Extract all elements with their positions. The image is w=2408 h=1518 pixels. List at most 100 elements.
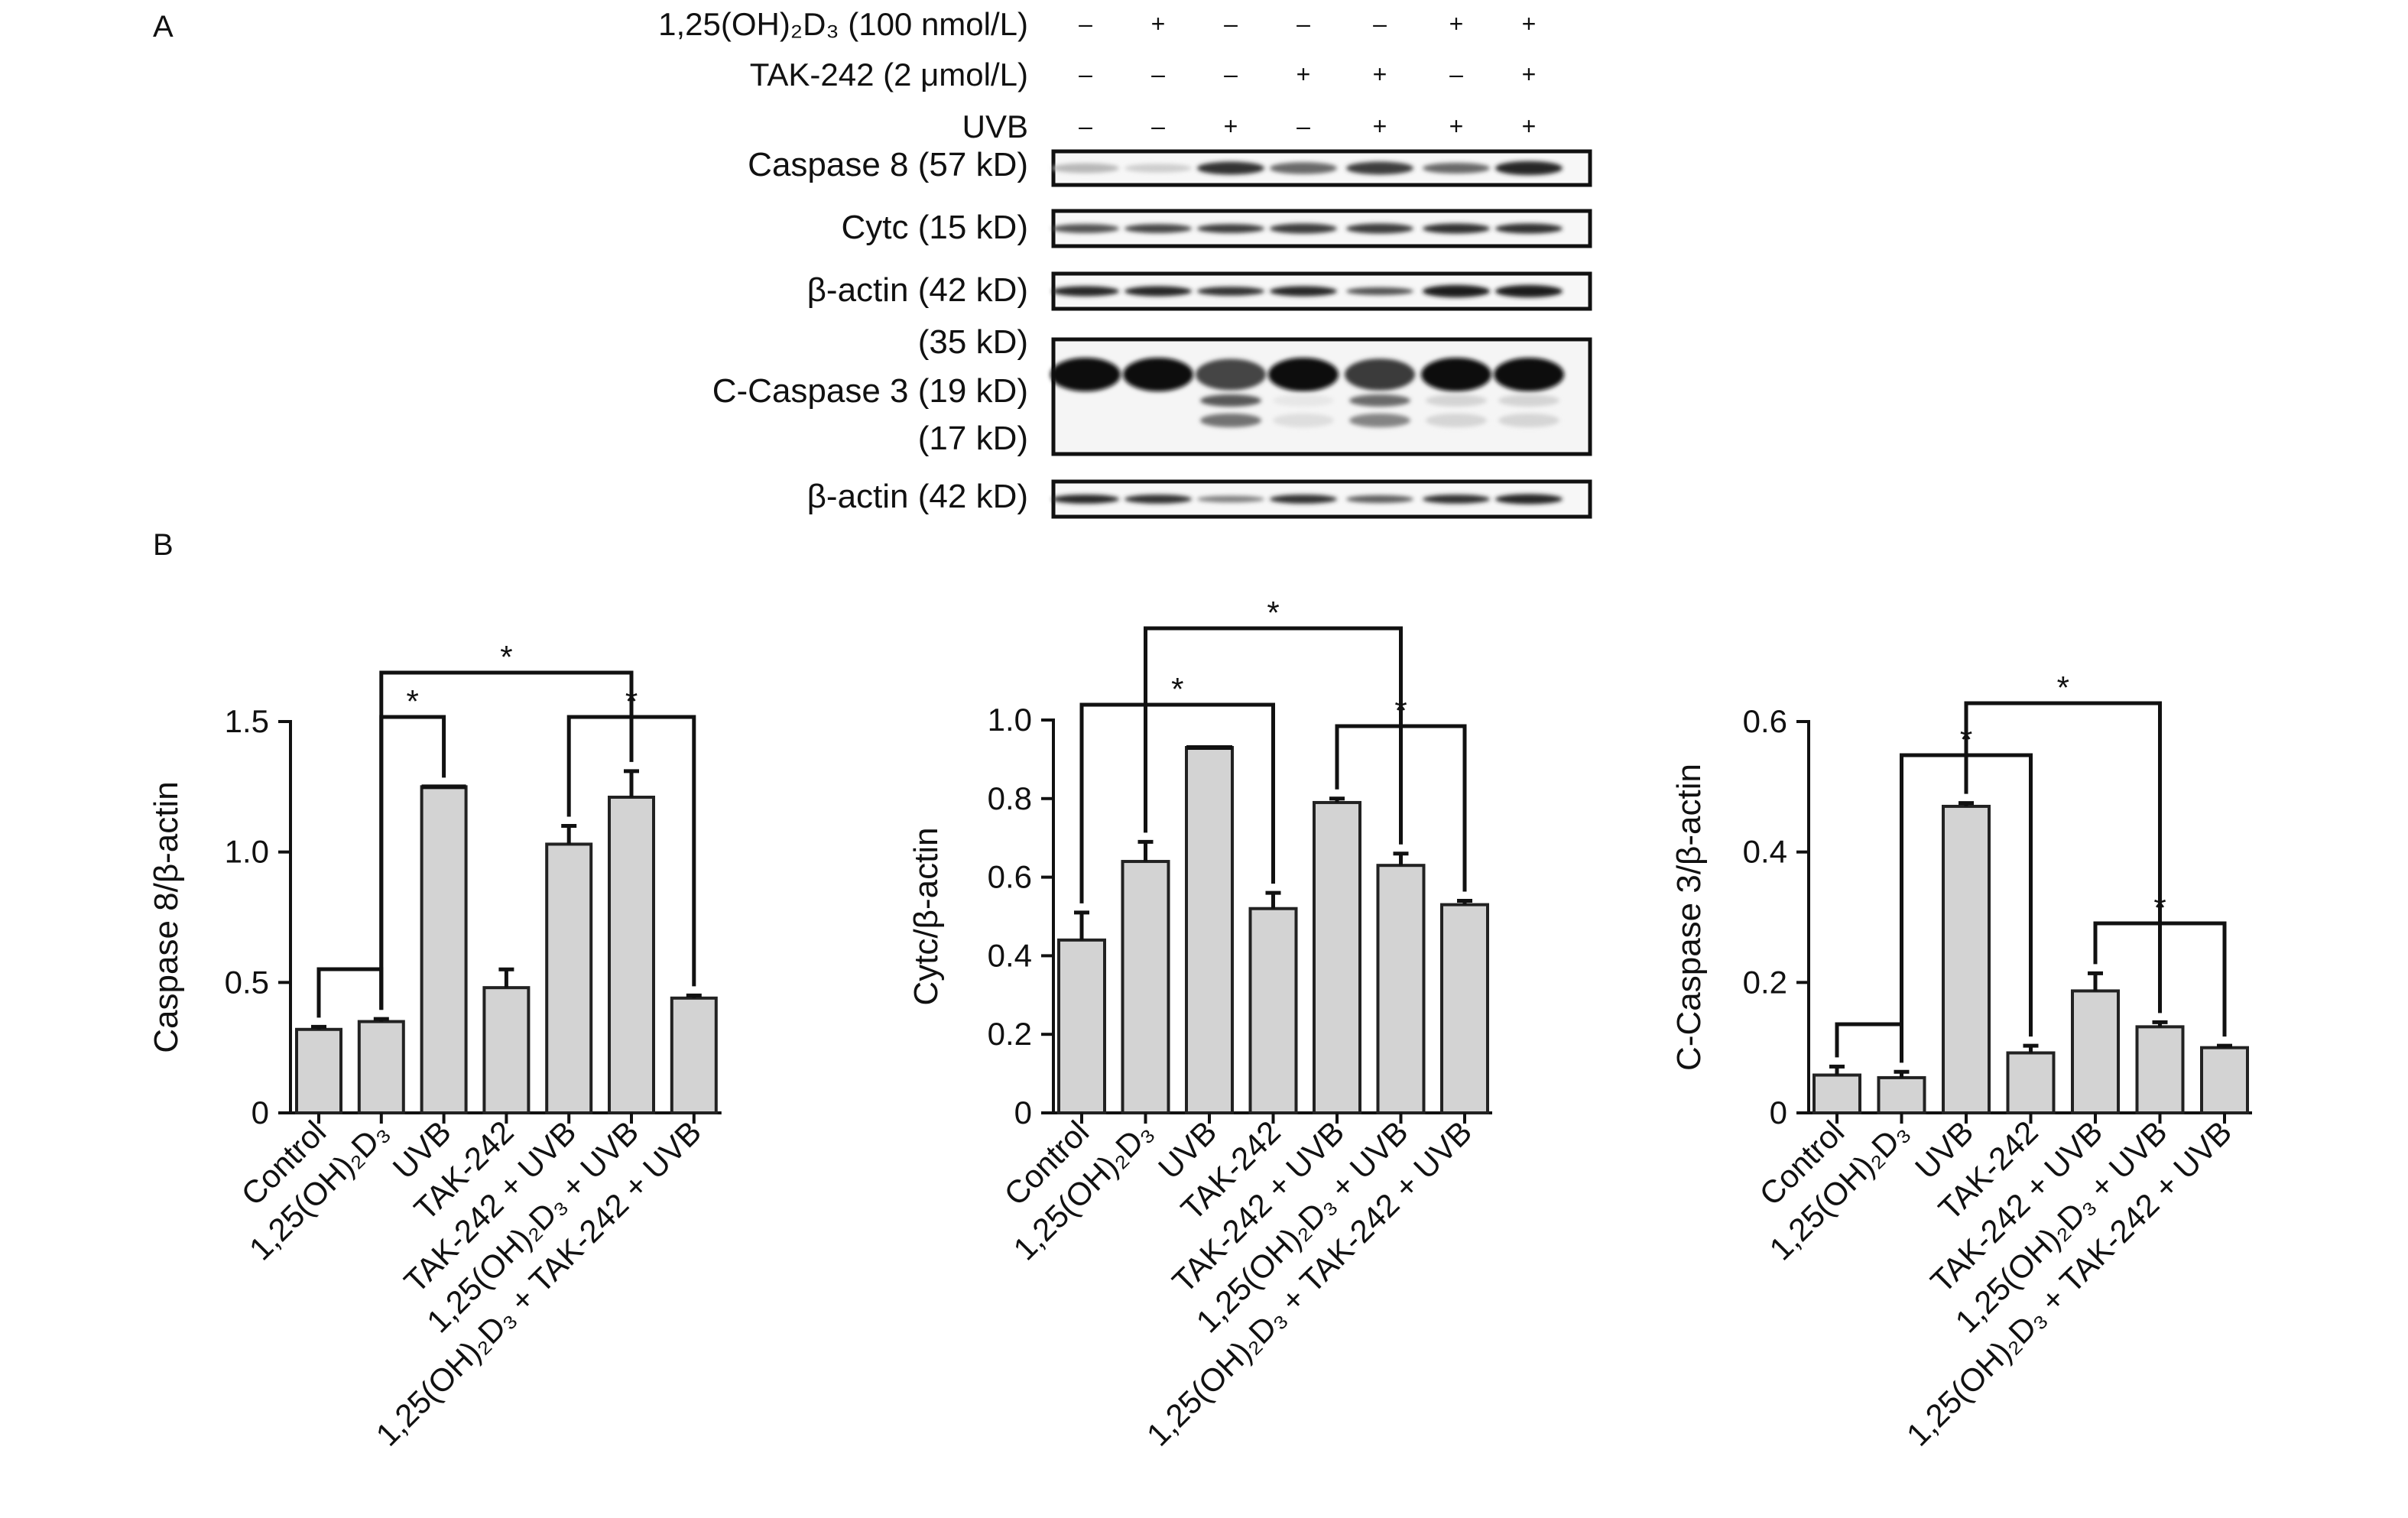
blot-band [1345,358,1415,391]
blot-band [1268,358,1339,391]
condition-sign: + [1522,60,1537,88]
blot-band [1200,414,1261,427]
bar [2135,1025,2185,1114]
bar [1942,804,1991,1115]
blot-band [1426,414,1487,427]
blot-band [1349,414,1410,427]
blot-band [1346,287,1413,296]
blot-band [1200,394,1261,407]
bar [2006,1051,2056,1114]
y-tick-label: 0.4 [1743,834,1787,870]
bar [357,1020,405,1114]
chart-2: 00.20.40.60.81.0Cytc/β-actinControl1,25(… [907,595,1492,1453]
blot-band [1423,223,1490,234]
bar [1812,1073,1861,1115]
significance-marker: * [625,683,638,719]
condition-sign: + [1373,60,1387,88]
condition-sign: – [1296,10,1310,37]
condition-sign: – [1079,112,1092,140]
condition-sign: + [1373,112,1387,140]
condition-rows: 1,25(OH)₂D₃ (100 nmol/L) – + – – – + + TAK-242 (… [658,6,1536,144]
y-tick-label: 0.4 [988,937,1032,973]
blot-band [1196,358,1266,391]
blot-band [1270,223,1337,234]
blot-band [1270,286,1337,297]
significance-marker: * [500,639,512,675]
blot-band [1124,495,1192,504]
y-tick-label: 1.0 [225,834,269,870]
blot-band [1349,394,1410,407]
blot-label: Caspase 8 (57 kD) [748,146,1028,183]
condition-sign: + [1151,10,1166,37]
blot-band [1273,394,1334,407]
bar [1121,860,1170,1115]
significance-bracket [1335,724,1467,892]
condition-sign: + [1224,112,1238,140]
bar [1877,1075,1926,1115]
blot-band [1050,358,1121,391]
bar [1057,938,1106,1114]
bar [1248,907,1298,1114]
condition-sign: – [1224,60,1238,88]
blot-label: β-actin (42 kD) [807,478,1028,515]
blot-band [1197,224,1264,233]
blot-band [1052,224,1119,233]
bar [670,996,718,1115]
blot-strip: Caspase 8 (57 kD) [748,146,1592,187]
blot-strip: Cytc (15 kD) [842,209,1592,248]
y-tick-label: 0.8 [988,780,1032,816]
significance-bracket [379,670,634,1010]
condition-sign: – [1373,10,1387,37]
blot-band [1346,161,1413,175]
blot-band [1426,394,1487,407]
condition-sign: – [1296,112,1310,140]
y-tick-label: 0.2 [1743,964,1787,1000]
bar [545,842,593,1114]
blot-band [1495,284,1563,298]
blot-band [1423,495,1490,504]
y-tick-label: 0.2 [988,1016,1032,1052]
blot-band [1495,223,1563,234]
y-tick-label: 0.6 [1743,703,1787,739]
significance-bracket [1079,702,1275,903]
y-tick-label: 1.0 [988,702,1032,738]
panel-b-letter: B [153,528,174,562]
y-tick-label: 1.5 [225,703,269,739]
blot-band [1494,358,1564,391]
condition-sign: + [1449,10,1464,37]
y-tick-label: 0.5 [225,964,269,1000]
significance-marker: * [1171,671,1183,707]
blot-band [1124,286,1192,297]
blot-band [1423,162,1490,174]
blot-band [1270,162,1337,174]
condition-sign: – [1224,10,1238,37]
y-tick-label: 0 [1770,1095,1787,1130]
bar [1185,745,1234,1114]
chart-3: 00.20.40.6C-Caspase 3/β-actinControl1,25… [1670,670,2252,1453]
blot-strip: β-actin (42 kD) [807,478,1592,519]
significance-bracket [1964,701,2162,1014]
bar [420,785,468,1115]
y-axis-label: Cytc/β-actin [907,827,945,1005]
blot-label: (35 kD) [918,323,1028,361]
significance-bracket [1144,626,1403,845]
condition-label: TAK-242 (2 μmol/L) [750,57,1028,92]
blot-band [1052,286,1119,297]
blot-band [1197,287,1264,296]
significance-marker: * [1267,595,1279,631]
blot-band [1124,164,1192,173]
blot-band [1197,161,1264,175]
blot-band [1273,414,1334,427]
condition-label: 1,25(OH)₂D₃ (100 nmol/L) [658,6,1028,42]
blot-band [1346,495,1413,504]
bar [295,1027,342,1114]
condition-sign: – [1449,60,1463,88]
western-blots: Caspase 8 (57 kD) Cytc (15 kD) β-actin (42… [712,146,1592,519]
significance-marker: * [2057,670,2069,705]
y-tick-label: 0 [252,1095,269,1130]
bar [2200,1046,2249,1114]
significance-bracket [2093,921,2227,1037]
condition-sign: – [1151,60,1165,88]
bar [1440,903,1489,1114]
blot-band [1197,495,1264,503]
